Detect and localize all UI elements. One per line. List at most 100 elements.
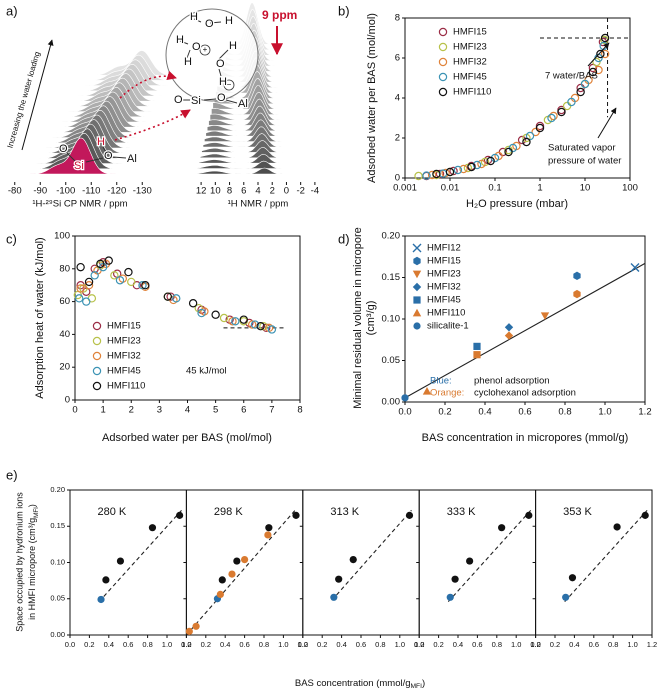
data-point — [477, 159, 486, 169]
spectrum-trace — [8, 137, 126, 175]
x-tick-label: 0.0 — [414, 640, 424, 649]
x-tick-label: 0.1 — [488, 183, 501, 194]
charge-circle — [223, 79, 235, 91]
x-tick-label: 10 — [210, 186, 221, 197]
data-point — [473, 351, 481, 359]
legend-label: HMFI15 — [107, 321, 141, 332]
x-tick-label: 0.6 — [472, 640, 482, 649]
x-tick-label: 1 — [537, 183, 542, 194]
data-point — [104, 256, 113, 265]
data-point — [641, 511, 649, 519]
data-point — [241, 556, 249, 564]
x-tick-label: -2 — [296, 186, 304, 197]
x-tick-label: 0.6 — [356, 640, 366, 649]
y-tick-label: 0 — [65, 395, 70, 406]
y-tick-label: 0.15 — [382, 272, 401, 283]
x-tick-label: 0.4 — [220, 640, 230, 649]
atom: O — [192, 41, 201, 53]
x-tick-label: 1.0 — [511, 640, 521, 649]
axis-label: BAS concentration in micropores (mmol/g) — [422, 432, 629, 444]
data-point — [414, 171, 423, 181]
atom: H — [229, 40, 237, 52]
axis-label: ¹H-²⁹Si CP NMR / ppm — [32, 199, 127, 210]
x-tick-label: -80 — [8, 186, 22, 197]
axis-label: Adsorbed water per BAS (mol/mol) — [102, 432, 272, 444]
legend-marker — [413, 256, 421, 266]
data-point — [265, 524, 273, 532]
data-point — [449, 166, 458, 176]
spectrum-trace — [211, 91, 324, 115]
x-tick-label: 1.2 — [414, 640, 424, 649]
x-tick-label: 0 — [72, 405, 77, 416]
legend-label: HMFI23 — [453, 42, 487, 53]
y-tick-label: 0.05 — [50, 594, 65, 603]
spectrum-trace — [195, 167, 320, 175]
atom: H — [97, 136, 105, 148]
data-point — [472, 160, 482, 170]
x-tick-label: 0.2 — [84, 640, 94, 649]
data-point — [96, 259, 105, 269]
data-point — [517, 135, 527, 145]
data-point — [148, 524, 157, 532]
x-tick-label: 0.2 — [201, 640, 211, 649]
x-tick-label: 0.0 — [530, 640, 540, 649]
data-point — [233, 557, 241, 565]
data-point — [216, 590, 224, 599]
annotation: 45 kJ/mol — [186, 366, 227, 377]
x-tick-label: 0.01 — [441, 183, 460, 194]
data-point — [600, 33, 610, 43]
x-tick-label: 0.0 — [298, 640, 308, 649]
x-tick-label: 0.0 — [181, 640, 191, 649]
spectrum-trace — [201, 140, 324, 153]
note-text: cyclohexanol adsorption — [474, 388, 576, 399]
subplot-title: 313 K — [330, 506, 359, 518]
x-tick-label: 0.2 — [438, 407, 451, 418]
panel-label: d) — [338, 231, 350, 246]
note-text: phenol adsorption — [474, 376, 550, 387]
data-point — [453, 165, 463, 175]
atom: O — [216, 58, 225, 70]
data-point — [568, 574, 577, 582]
data-point — [486, 156, 495, 166]
x-tick-label: 1.0 — [162, 640, 172, 649]
x-tick-label: 12 — [196, 186, 207, 197]
fit-line — [564, 509, 648, 603]
y-tick-label: 2 — [395, 133, 400, 144]
data-point — [115, 276, 125, 285]
data-point — [176, 511, 184, 519]
x-tick-label: 0.8 — [608, 640, 618, 649]
data-point — [239, 315, 248, 324]
legend-marker — [413, 296, 421, 304]
legend-marker — [92, 351, 102, 361]
data-point — [588, 67, 598, 77]
legend-label: HMFI45 — [453, 72, 487, 83]
legend-marker — [412, 270, 422, 279]
data-point — [127, 277, 136, 287]
spectrum-trace — [209, 98, 324, 121]
x-tick-label: 0.2 — [433, 640, 443, 649]
x-tick-label: 1.0 — [395, 640, 405, 649]
y-tick-label: 0.00 — [50, 630, 65, 639]
legend-label: HMFI45 — [107, 366, 141, 377]
spectrum-trace — [212, 85, 324, 110]
legend-label: HMFI12 — [427, 243, 461, 254]
data-point — [82, 297, 91, 306]
data-point — [557, 107, 566, 117]
atom: Si — [191, 95, 201, 107]
axis-label-part: MFI — [411, 683, 423, 690]
x-tick-label: -4 — [311, 186, 319, 197]
legend-label: HMFI15 — [453, 27, 487, 38]
x-tick-label: 6 — [241, 405, 246, 416]
data-point — [84, 281, 94, 290]
data-point — [600, 49, 610, 59]
x-tick-label: 0.8 — [375, 640, 385, 649]
spectrum-trace — [197, 160, 322, 169]
x-tick-label: 1.0 — [278, 640, 288, 649]
data-point — [76, 262, 85, 272]
x-tick-label: 1.0 — [627, 640, 637, 649]
arrow — [21, 39, 54, 151]
x-tick-label: 0.4 — [453, 640, 463, 649]
data-point — [613, 523, 621, 531]
y-tick-label: 8 — [395, 13, 400, 24]
data-point — [535, 123, 545, 133]
